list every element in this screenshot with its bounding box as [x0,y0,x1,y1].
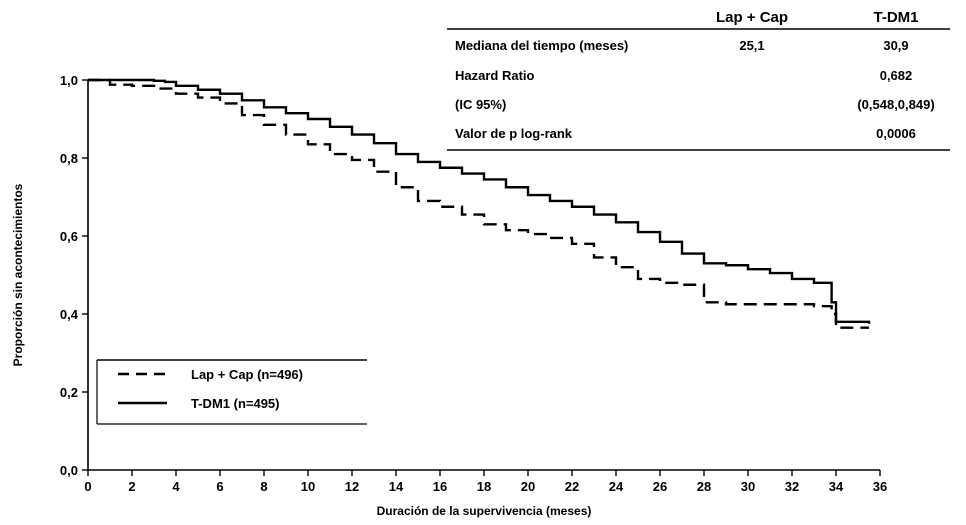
x-tick-label: 32 [785,479,799,494]
table-cell: 25,1 [739,38,764,53]
table-cell: 0,682 [880,68,913,83]
x-tick-label: 6 [216,479,223,494]
y-axis-title: Proporción sin acontecimientos [11,183,25,366]
table-row-label: Mediana del tiempo (meses) [455,38,628,53]
x-tick-label: 22 [565,479,579,494]
table-row-label: Valor de p log-rank [455,126,573,141]
x-tick-label: 8 [260,479,267,494]
y-axis-ticks: 0,0 0,2 0,4 0,6 0,8 1,0 [60,73,88,478]
x-tick-label: 28 [697,479,711,494]
x-tick-label: 12 [345,479,359,494]
table-cell: 30,9 [883,38,908,53]
table-cell: 0,0006 [876,126,916,141]
x-axis-title: Duración de la supervivencia (meses) [377,504,592,518]
table-row-label: Hazard Ratio [455,68,535,83]
legend-label-lapcap: Lap + Cap (n=496) [191,367,303,382]
x-tick-label: 20 [521,479,535,494]
y-tick-label: 0,6 [60,229,78,244]
series-line-tdm1 [88,78,871,324]
series-line-lapcap [88,78,869,329]
table-row-label: (IC 95%) [455,97,506,112]
x-tick-label: 4 [172,479,180,494]
table-col-tdm1-header: T-DM1 [874,9,919,26]
x-tick-label: 2 [128,479,135,494]
x-tick-label: 24 [609,479,624,494]
y-tick-label: 0,4 [60,307,79,322]
x-tick-label: 26 [653,479,667,494]
legend: Lap + Cap (n=496) T-DM1 (n=495) [96,359,367,425]
x-tick-label: 18 [477,479,491,494]
x-tick-label: 10 [301,479,315,494]
series-layer [88,78,871,329]
stats-table: Lap + Cap T-DM1 Mediana del tiempo (mese… [447,9,950,151]
y-tick-label: 1,0 [60,73,78,88]
x-tick-label: 14 [389,479,404,494]
table-cell: (0,548,0,849) [857,97,934,112]
x-tick-label: 30 [741,479,755,494]
x-tick-label: 36 [873,479,887,494]
x-tick-label: 0 [84,479,91,494]
legend-label-tdm1: T-DM1 (n=495) [191,396,280,411]
y-tick-label: 0,0 [60,463,78,478]
x-tick-label: 34 [829,479,844,494]
table-col-lapcap-header: Lap + Cap [716,9,788,26]
x-tick-label: 16 [433,479,447,494]
x-axis-ticks: 0 2 4 6 8 10 12 14 16 18 20 22 24 26 28 30 32 34 36 [84,470,887,494]
y-tick-label: 0,2 [60,385,78,400]
y-tick-label: 0,8 [60,151,78,166]
